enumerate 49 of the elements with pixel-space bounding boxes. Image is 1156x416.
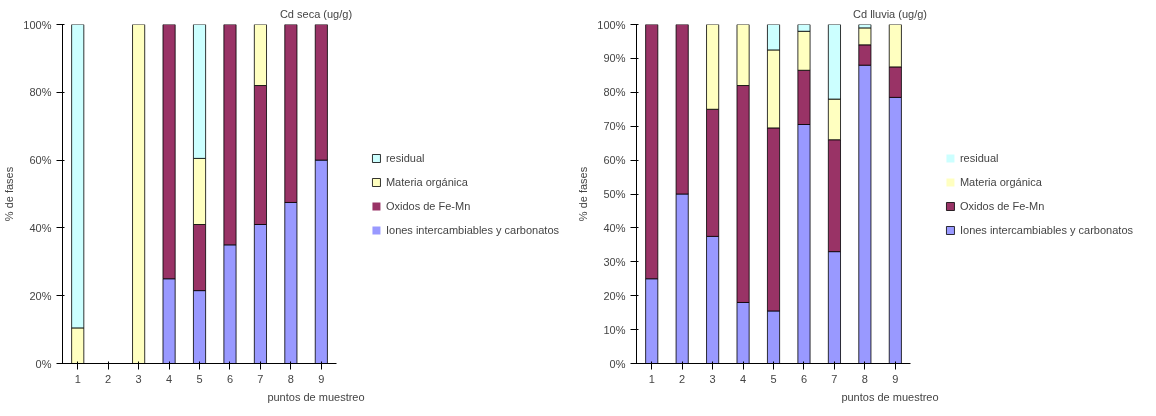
x-tick-label: 4 — [166, 372, 173, 385]
y-tick-label: 100% — [597, 18, 626, 31]
legend-label: Iones intercambiables y carbonatos — [385, 223, 559, 236]
x-axis-title: puntos de muestreo — [267, 390, 365, 403]
y-tick-label: 20% — [603, 289, 626, 302]
legend-label: Oxidos de Fe-Mn — [959, 199, 1045, 212]
x-tick-label: 6 — [226, 372, 234, 385]
y-tick-label: 20% — [29, 289, 52, 302]
y-tick-label: 40% — [29, 221, 52, 234]
y-tick-label: 60% — [29, 154, 52, 167]
y-tick-label: 80% — [29, 86, 52, 99]
legend-label: Materia orgánica — [385, 175, 468, 188]
legend-label: Iones intercambiables y carbonatos — [959, 223, 1133, 236]
x-tick-label: 3 — [135, 372, 142, 385]
x-tick-label: 1 — [648, 372, 655, 385]
x-tick-label: 9 — [318, 372, 325, 385]
y-tick-label: 80% — [603, 86, 626, 99]
x-tick-label: 1 — [74, 372, 81, 385]
x-axis-title: puntos de muestreo — [841, 390, 939, 403]
x-tick-label: 2 — [679, 372, 686, 385]
y-tick-label: 100% — [23, 18, 52, 31]
y-tick-label: 10% — [603, 323, 626, 336]
x-tick-label: 8 — [861, 372, 868, 385]
y-tick-label: 0% — [35, 357, 52, 370]
x-tick-label: 5 — [196, 372, 203, 385]
legend-label: residual — [959, 151, 999, 164]
legend-label: Materia orgánica — [959, 175, 1042, 188]
x-tick-label: 3 — [709, 372, 716, 385]
y-tick-label: 60% — [603, 154, 626, 167]
x-tick-label: 8 — [287, 372, 294, 385]
x-tick-label: 7 — [831, 372, 838, 385]
chart-title: Cd seca (ug/g) — [279, 7, 353, 20]
x-tick-label: 2 — [105, 372, 112, 385]
y-tick-label: 50% — [603, 188, 626, 200]
y-tick-label: 0% — [609, 357, 626, 370]
chart-title: Cd lluvia (ug/g) — [853, 7, 927, 20]
y-tick-label: 40% — [603, 221, 626, 234]
y-axis-title: % de fases — [3, 166, 16, 222]
x-tick-label: 5 — [770, 372, 777, 385]
x-tick-label: 9 — [892, 372, 899, 385]
y-tick-label: 90% — [603, 52, 626, 65]
legend-label: Oxidos de Fe-Mn — [385, 199, 471, 212]
legend-label: residual — [385, 151, 425, 164]
y-tick-label: 70% — [603, 120, 626, 133]
y-axis-title: % de fases — [577, 166, 590, 222]
x-tick-label: 7 — [257, 372, 264, 385]
x-tick-label: 4 — [740, 372, 747, 385]
y-tick-label: 30% — [603, 255, 626, 268]
x-tick-label: 6 — [800, 372, 808, 385]
